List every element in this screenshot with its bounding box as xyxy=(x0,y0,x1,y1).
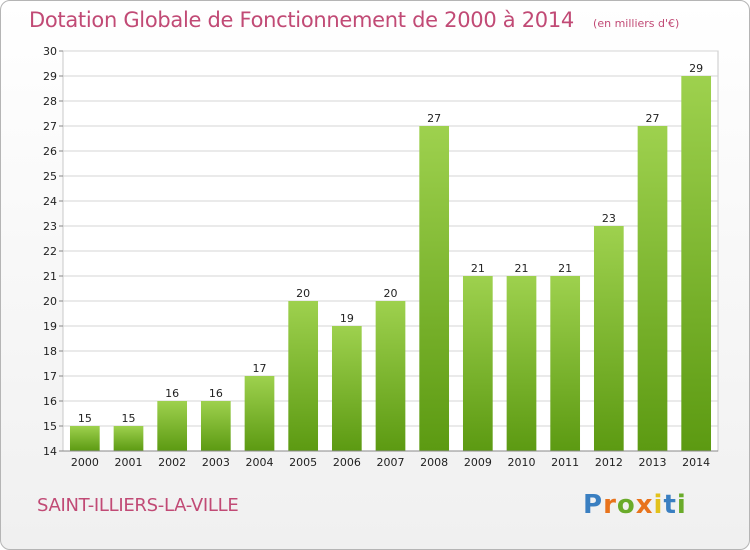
y-tick-label: 23 xyxy=(43,220,57,233)
proxiti-logo[interactable]: Proxiti xyxy=(583,490,687,520)
x-tick-label: 2004 xyxy=(246,456,274,469)
bar-value-label: 27 xyxy=(427,112,441,125)
y-tick-label: 24 xyxy=(43,195,57,208)
bar-value-label: 15 xyxy=(122,412,136,425)
bar xyxy=(593,226,624,451)
bar-value-label: 17 xyxy=(253,362,267,375)
commune-name: SAINT-ILLIERS-LA-VILLE xyxy=(37,495,239,516)
x-tick-label: 2014 xyxy=(682,456,710,469)
y-tick-label: 25 xyxy=(43,170,57,183)
bar xyxy=(157,401,188,451)
bar-value-label: 19 xyxy=(340,312,354,325)
x-tick-label: 2009 xyxy=(464,456,492,469)
y-tick-label: 21 xyxy=(43,270,57,283)
x-tick-label: 2003 xyxy=(202,456,230,469)
bar-value-label: 27 xyxy=(646,112,660,125)
logo-letter: i xyxy=(676,490,687,520)
chart-title: Dotation Globale de Fonctionnement de 20… xyxy=(29,8,574,32)
bar xyxy=(113,426,144,451)
y-tick-label: 28 xyxy=(43,95,57,108)
title-row: Dotation Globale de Fonctionnement de 20… xyxy=(29,8,679,32)
x-tick-label: 2001 xyxy=(115,456,143,469)
logo-letter: r xyxy=(603,490,617,520)
bar-value-label: 21 xyxy=(558,262,572,275)
bar xyxy=(681,76,712,451)
bar xyxy=(69,426,100,451)
bar-value-label: 15 xyxy=(78,412,92,425)
bar xyxy=(375,301,406,451)
bar xyxy=(200,401,231,451)
x-tick-label: 2000 xyxy=(71,456,99,469)
logo-letter: o xyxy=(616,490,636,520)
logo-letter: t xyxy=(663,490,677,520)
bar xyxy=(331,326,362,451)
y-tick-label: 17 xyxy=(43,370,57,383)
bar xyxy=(419,126,450,451)
x-tick-label: 2012 xyxy=(595,456,623,469)
x-tick-label: 2008 xyxy=(420,456,448,469)
bar-value-label: 20 xyxy=(384,287,398,300)
y-tick-label: 26 xyxy=(43,145,57,158)
logo-letter: i xyxy=(653,490,664,520)
bar xyxy=(506,276,537,451)
logo-letter: P xyxy=(583,490,604,520)
bar xyxy=(637,126,668,451)
chart-subtitle: (en milliers d'€) xyxy=(593,17,680,30)
y-tick-label: 18 xyxy=(43,345,57,358)
bar-value-label: 20 xyxy=(296,287,310,300)
x-tick-label: 2013 xyxy=(639,456,667,469)
y-tick-label: 29 xyxy=(43,70,57,83)
y-tick-label: 14 xyxy=(43,445,57,458)
x-tick-label: 2006 xyxy=(333,456,361,469)
x-tick-label: 2002 xyxy=(158,456,186,469)
bar xyxy=(288,301,319,451)
y-tick-label: 22 xyxy=(43,245,57,258)
bar-value-label: 16 xyxy=(209,387,223,400)
bar-value-label: 16 xyxy=(165,387,179,400)
y-tick-label: 20 xyxy=(43,295,57,308)
x-tick-label: 2010 xyxy=(508,456,536,469)
x-tick-label: 2007 xyxy=(377,456,405,469)
y-tick-label: 30 xyxy=(43,45,57,58)
y-tick-label: 15 xyxy=(43,420,57,433)
bar xyxy=(550,276,581,451)
bar-value-label: 29 xyxy=(689,62,703,75)
x-tick-label: 2011 xyxy=(551,456,579,469)
y-tick-label: 27 xyxy=(43,120,57,133)
x-tick-label: 2005 xyxy=(289,456,317,469)
bar-value-label: 23 xyxy=(602,212,616,225)
bar xyxy=(462,276,493,451)
y-tick-label: 19 xyxy=(43,320,57,333)
bar-value-label: 21 xyxy=(515,262,529,275)
y-tick-label: 16 xyxy=(43,395,57,408)
bar-value-label: 21 xyxy=(471,262,485,275)
bar xyxy=(244,376,275,451)
logo-letter: x xyxy=(635,490,654,520)
